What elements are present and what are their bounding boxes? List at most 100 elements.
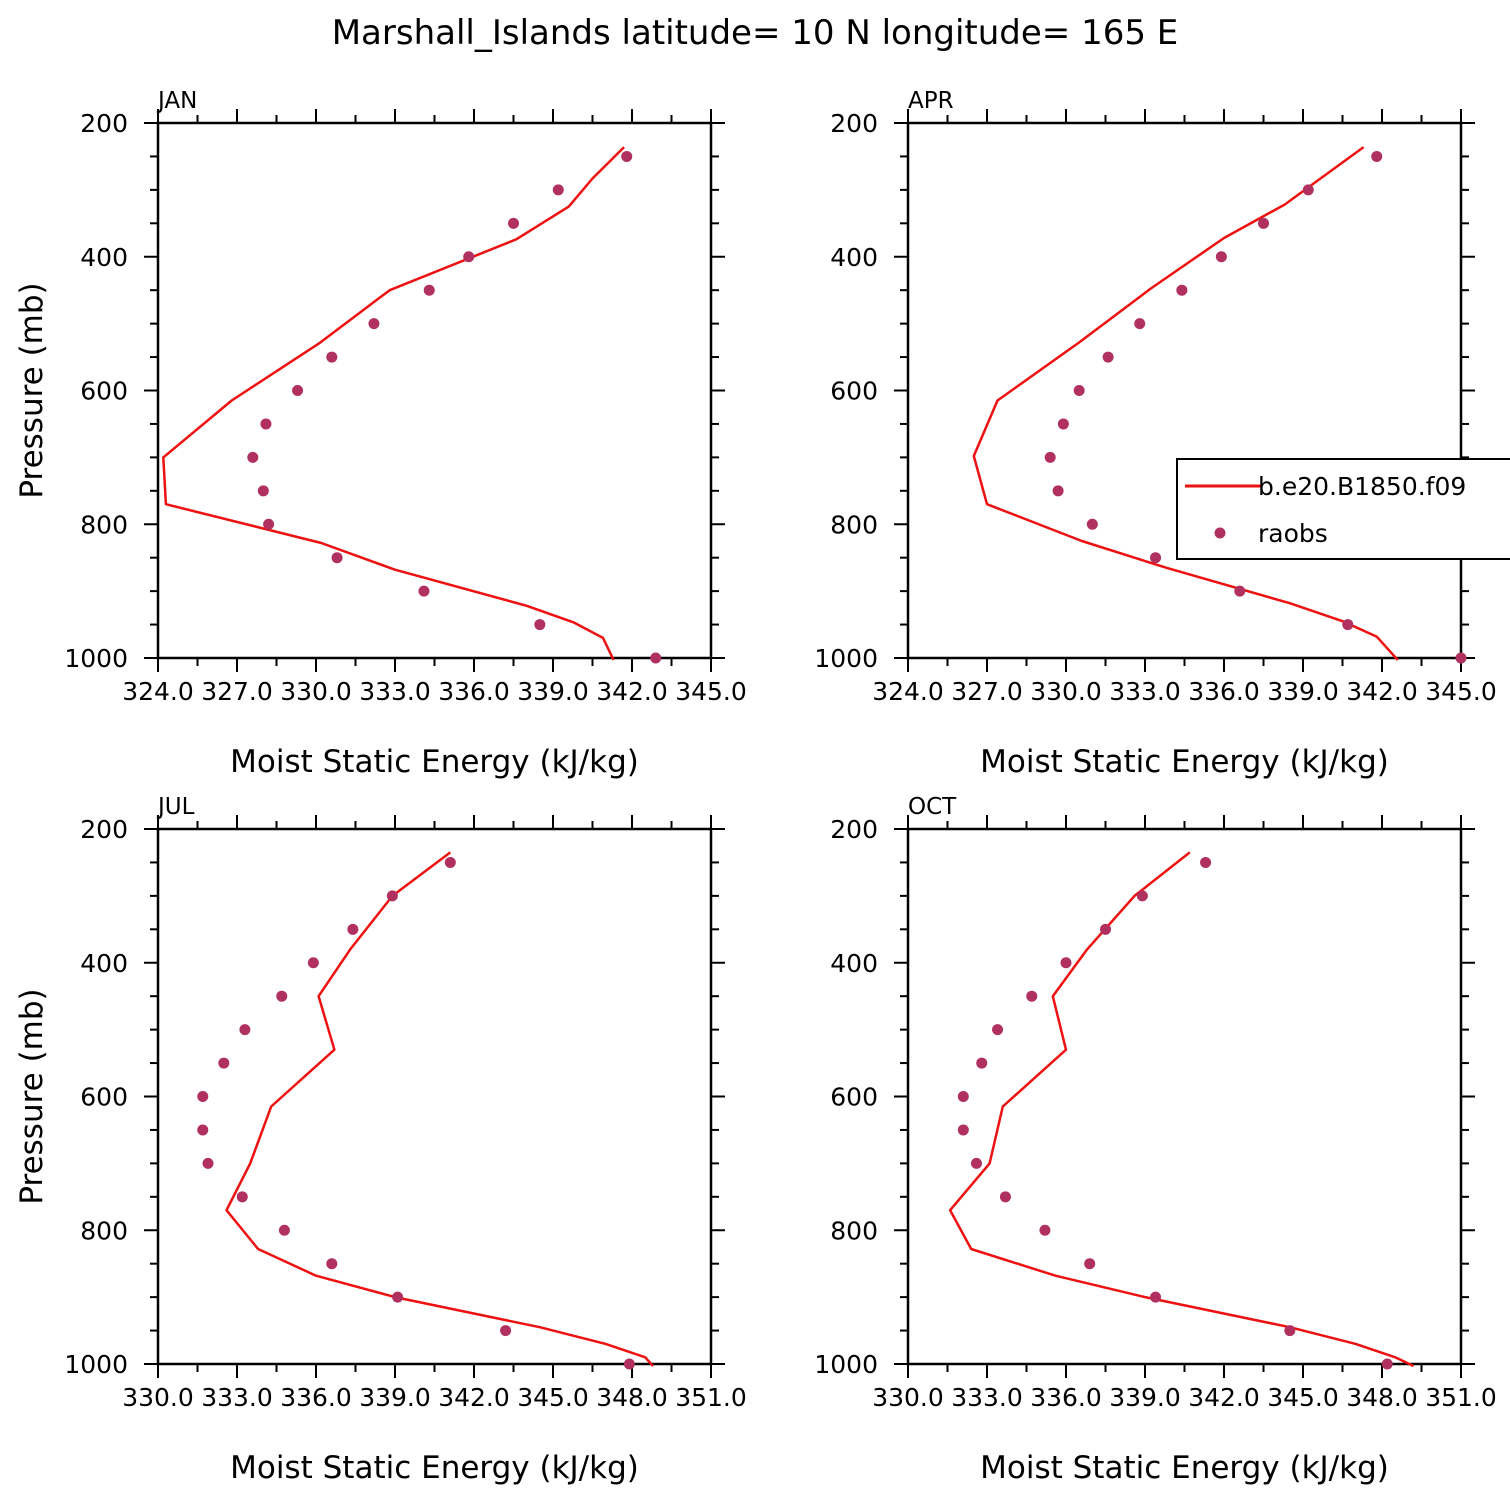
- x-tick-label: 339.0: [1267, 677, 1339, 706]
- y-tick-label: 600: [80, 1083, 128, 1112]
- raobs-point: [263, 518, 275, 530]
- y-tick-label: 800: [80, 510, 128, 539]
- y-tick-label: 1000: [64, 1350, 128, 1379]
- raobs-point: [423, 284, 435, 296]
- raobs-point: [1086, 518, 1098, 530]
- raobs-point: [368, 318, 380, 330]
- x-tick-label: 336.0: [1188, 677, 1260, 706]
- y-tick-label: 1000: [64, 644, 128, 673]
- raobs-point: [257, 485, 269, 497]
- raobs-point: [1052, 485, 1064, 497]
- raobs-point: [1258, 217, 1269, 229]
- y-tick-label: 200: [830, 815, 878, 844]
- y-tick-label: 400: [80, 243, 128, 272]
- y-tick-label: 800: [830, 510, 878, 539]
- x-axis-label: Moist Static Energy (kJ/kg): [980, 1450, 1389, 1486]
- x-tick-label: 351.0: [675, 1383, 747, 1412]
- model-profile-line: [162, 146, 625, 661]
- raobs-point: [1057, 418, 1069, 430]
- raobs-point: [1381, 1358, 1393, 1370]
- raobs-point: [202, 1157, 214, 1169]
- figure-title: Marshall_Islands latitude= 10 N longitud…: [332, 13, 1179, 53]
- raobs-point: [976, 1057, 988, 1069]
- legend-marker-swatch: [1214, 527, 1226, 539]
- raobs-point: [392, 1291, 404, 1303]
- plot-frame: [156, 827, 713, 1366]
- plot-frame: [906, 827, 1463, 1366]
- raobs-point: [1136, 890, 1148, 902]
- x-tick-label: 345.0: [1267, 1383, 1339, 1412]
- x-tick-label: 333.0: [359, 677, 431, 706]
- panel-apr: APR 324.0 327.0 330.0 333.0 336.0 339.0 342.0 34…: [814, 88, 1496, 780]
- raobs-point: [1342, 619, 1354, 631]
- raobs-point: [621, 150, 633, 162]
- x-tick-label: 333.0: [1109, 677, 1181, 706]
- x-tick-label: 336.0: [1030, 1383, 1102, 1412]
- raobs-point: [463, 251, 475, 263]
- raobs-point: [239, 1024, 251, 1036]
- panel-oct: OCT 330.0 333.0 336.0 339.0 342.0 345.0 348.0 35…: [814, 794, 1496, 1486]
- raobs-point: [197, 1124, 209, 1136]
- raobs-point: [1044, 451, 1056, 463]
- plot-frame: [906, 121, 1463, 660]
- panel-label: OCT: [908, 794, 957, 820]
- raobs-point: [1371, 150, 1383, 162]
- raobs-point: [326, 1258, 338, 1270]
- legend-box: [1176, 458, 1510, 560]
- panel-label: JAN: [156, 88, 197, 114]
- raobs-point: [1176, 284, 1188, 296]
- x-tick-label: 333.0: [951, 1383, 1023, 1412]
- raobs-point: [1134, 318, 1146, 330]
- model-profile-line: [948, 851, 1415, 1368]
- raobs-point: [331, 552, 343, 564]
- model-profile-line: [972, 146, 1399, 661]
- legend-model-label: b.e20.B1850.f09: [1258, 472, 1466, 501]
- raobs-point: [1215, 251, 1227, 263]
- raobs-point: [444, 856, 456, 868]
- raobs-point: [623, 1358, 635, 1370]
- raobs-point: [236, 1191, 248, 1203]
- x-tick-label: 339.0: [359, 1383, 431, 1412]
- raobs-point: [247, 451, 259, 463]
- raobs-point: [1102, 351, 1114, 363]
- legend-obs-label: raobs: [1258, 519, 1328, 548]
- panel-jan: JAN 324.0 327.0 330.0 333.0 336.0 339.0 342.0 34…: [14, 88, 747, 780]
- raobs-point: [1150, 1291, 1162, 1303]
- raobs-point: [957, 1091, 969, 1102]
- y-axis-label: Pressure (mb): [14, 282, 50, 498]
- x-tick-label: 339.0: [517, 677, 589, 706]
- y-tick-label: 1000: [814, 1350, 878, 1379]
- y-tick-label: 1000: [814, 644, 878, 673]
- raobs-point: [307, 957, 319, 969]
- raobs-point: [1150, 552, 1162, 564]
- raobs-point: [326, 351, 338, 363]
- raobs-point: [534, 619, 546, 631]
- y-tick-label: 200: [80, 109, 128, 138]
- x-tick-label: 330.0: [872, 1383, 944, 1412]
- x-tick-label: 330.0: [1030, 677, 1102, 706]
- raobs-point: [957, 1124, 969, 1136]
- raobs-point: [552, 184, 564, 196]
- raobs-point: [347, 923, 359, 935]
- y-tick-label: 600: [830, 377, 878, 406]
- raobs-point: [386, 890, 398, 902]
- raobs-point: [500, 1325, 512, 1337]
- x-tick-label: 324.0: [122, 677, 194, 706]
- x-tick-label: 333.0: [201, 1383, 273, 1412]
- y-tick-label: 600: [80, 377, 128, 406]
- y-tick-label: 200: [830, 109, 878, 138]
- raobs-point: [1084, 1258, 1096, 1270]
- raobs-point: [1284, 1325, 1296, 1337]
- legend: b.e20.B1850.f09 raobs: [1176, 458, 1510, 560]
- raobs-point: [276, 990, 288, 1002]
- panel-label: APR: [908, 88, 954, 114]
- x-axis-label: Moist Static Energy (kJ/kg): [980, 744, 1389, 780]
- x-tick-label: 339.0: [1109, 1383, 1181, 1412]
- raobs-point: [650, 652, 662, 664]
- raobs-point: [1060, 957, 1072, 969]
- raobs-point: [1200, 856, 1212, 868]
- raobs-point: [1100, 923, 1111, 935]
- plot-frame: [156, 121, 713, 660]
